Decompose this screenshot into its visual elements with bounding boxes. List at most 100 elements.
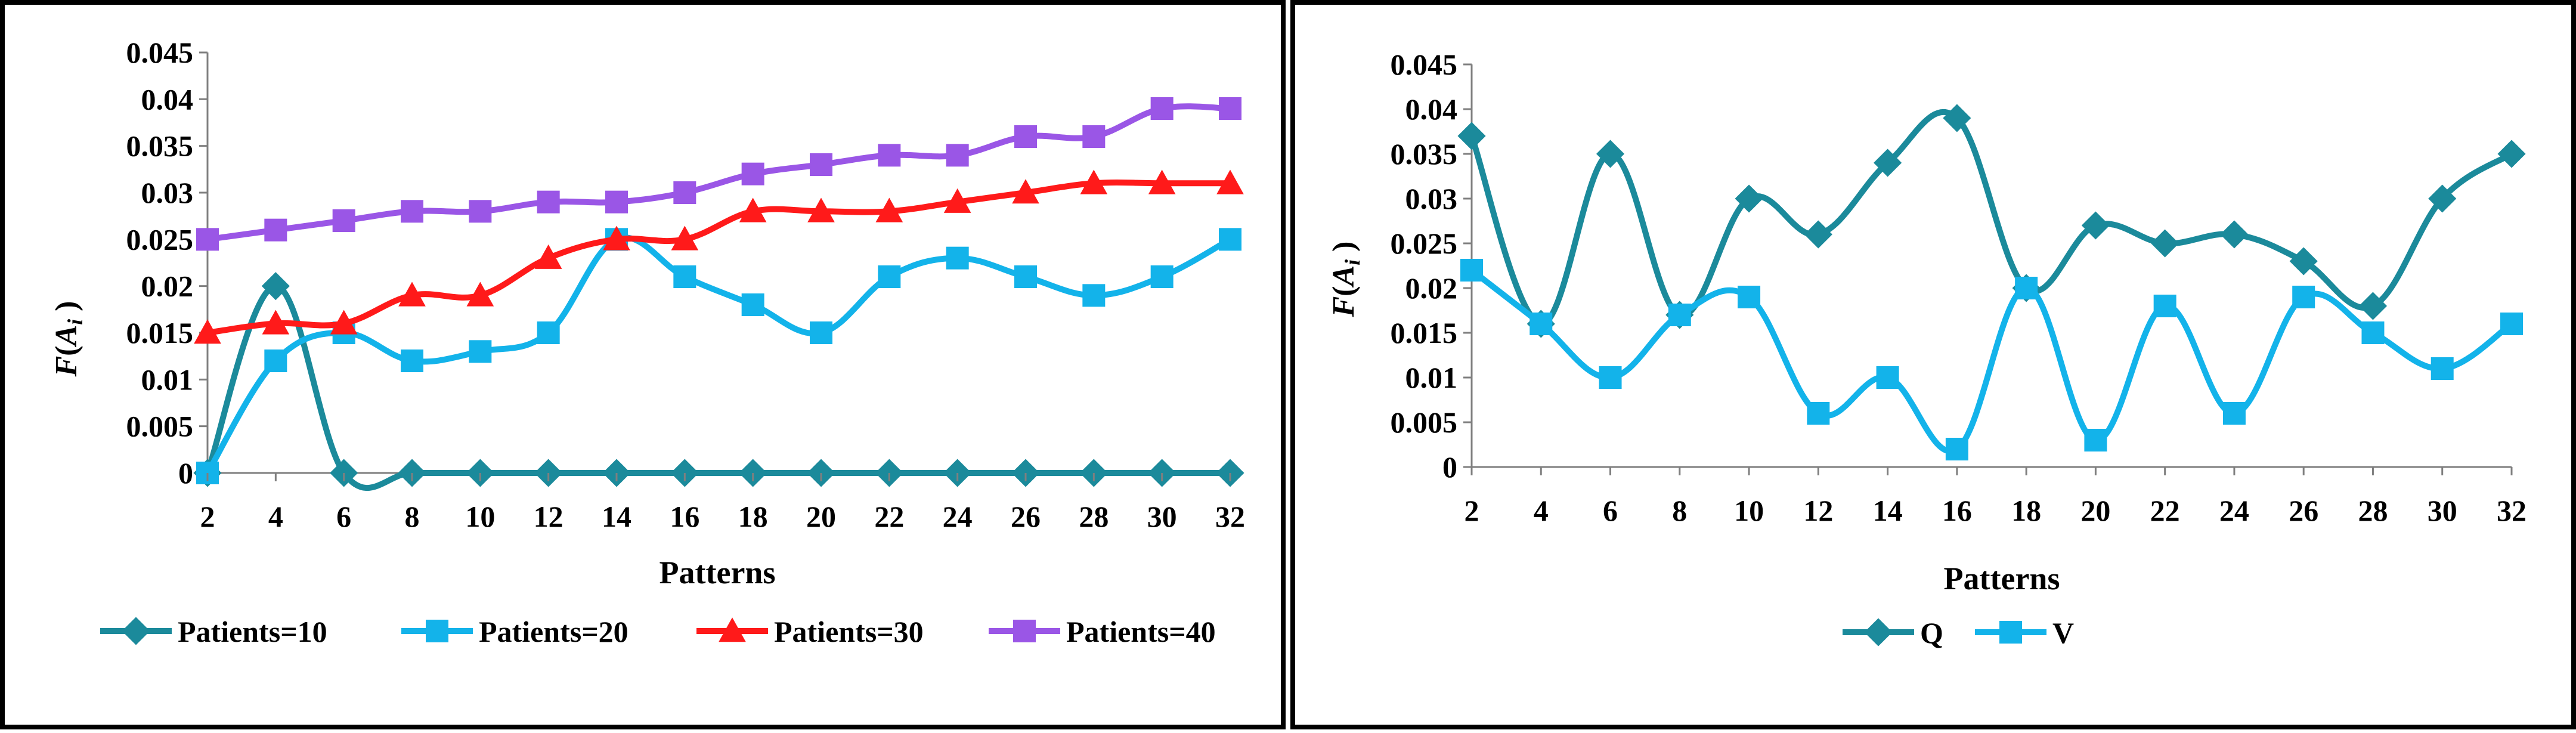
x-tick-label: 20 <box>2080 494 2110 527</box>
line-chart-q-v: 0 0.005 0.01 0.015 0.02 0.025 0.03 0.035 0.04 0.0… <box>1327 48 2527 650</box>
x-tick-label: 22 <box>874 500 904 533</box>
data-point <box>401 200 423 223</box>
legend-label: Patients=30 <box>774 615 924 648</box>
data-point <box>2153 295 2176 317</box>
x-tick-label: 18 <box>2011 494 2041 527</box>
x-tick-label: 12 <box>534 500 564 533</box>
x-tick-label: 6 <box>336 500 351 533</box>
y-axis-label: F(Ai ) <box>1327 241 1364 317</box>
data-point <box>2497 140 2526 168</box>
data-point <box>2081 211 2110 240</box>
data-point <box>810 153 832 176</box>
y-tick-label: 0.015 <box>126 316 194 350</box>
legend-label: Patients=40 <box>1066 615 1216 648</box>
y-tick-label: 0.02 <box>1405 271 1458 305</box>
data-point <box>1530 313 1553 335</box>
data-point <box>330 310 358 335</box>
legend-marker <box>719 617 746 642</box>
y-tick-label: 0.04 <box>1405 92 1458 126</box>
legend-label: V <box>2052 616 2074 650</box>
data-point <box>1874 149 1902 177</box>
data-point <box>2431 357 2454 380</box>
y-axis-label-f: F <box>49 356 83 378</box>
data-point <box>398 282 426 307</box>
data-point <box>1876 366 1899 389</box>
legend-marker <box>1999 621 2022 644</box>
x-tick-label: 14 <box>602 500 631 533</box>
data-point <box>878 144 901 167</box>
legend-marker <box>1864 618 1893 647</box>
y-axis-ticks: 0 0.005 0.01 0.015 0.02 0.025 0.03 0.035 0.04 0.0… <box>126 36 1230 490</box>
series-q <box>1457 104 2526 338</box>
data-point <box>1804 220 1832 249</box>
data-point <box>1735 184 1763 213</box>
y-tick-label: 0.015 <box>1391 316 1458 350</box>
y-tick-label: 0.025 <box>126 222 194 256</box>
data-point <box>264 350 287 372</box>
series-line <box>205 234 1233 476</box>
series-patients-30 <box>194 169 1244 344</box>
x-tick-label: 24 <box>943 500 973 533</box>
x-tick-label: 8 <box>405 500 420 533</box>
series-line <box>205 180 1233 336</box>
x-tick-label: 14 <box>1873 494 1903 527</box>
x-axis-label: Patterns <box>660 555 776 590</box>
data-point <box>671 225 699 250</box>
data-point <box>1148 169 1176 194</box>
x-axis-label: Patterns <box>1944 561 2060 596</box>
y-tick-label: 0.03 <box>1405 182 1458 215</box>
series-line <box>1469 109 2515 327</box>
data-point <box>741 293 764 316</box>
y-axis-label-a: A <box>49 325 83 348</box>
y-axis-label-sub: i <box>1340 259 1364 265</box>
data-point <box>537 190 560 214</box>
x-tick-label: 4 <box>1534 494 1549 527</box>
data-point <box>2292 286 2315 308</box>
data-point <box>1457 122 1486 150</box>
data-point <box>264 218 287 242</box>
y-tick-label: 0.045 <box>1391 48 1458 81</box>
chart-panel-left: 0 0.005 0.01 0.015 0.02 0.025 0.03 0.035 0.04 0.0… <box>0 0 1286 729</box>
series-patients-40 <box>196 97 1241 251</box>
y-tick-label: 0.025 <box>1391 227 1458 260</box>
y-axis-label-open: ( <box>1327 286 1361 296</box>
x-tick-label: 16 <box>1942 494 1972 527</box>
x-tick-label: 2 <box>200 500 215 533</box>
y-axis-ticks: 0 0.005 0.01 0.015 0.02 0.025 0.03 0.035 0.04 0.0… <box>1391 48 2512 484</box>
data-point <box>875 197 903 222</box>
x-tick-label: 6 <box>1603 494 1618 527</box>
series-lines <box>1457 104 2526 460</box>
y-tick-label: 0 <box>178 456 193 490</box>
data-point <box>1219 228 1241 251</box>
data-point <box>2220 220 2249 249</box>
y-axis-label-open: ( <box>49 346 83 356</box>
data-point <box>2015 277 2038 299</box>
data-point <box>1668 304 1691 326</box>
chart-panel-right: 0 0.005 0.01 0.015 0.02 0.025 0.03 0.035 0.04 0.0… <box>1290 0 2576 729</box>
data-point <box>1460 259 1483 282</box>
line-chart-patients: 0 0.005 0.01 0.015 0.02 0.025 0.03 0.035 0.04 0.0… <box>49 36 1245 648</box>
data-point <box>2151 229 2179 258</box>
data-point <box>1599 366 1622 389</box>
x-tick-label: 12 <box>1803 494 1833 527</box>
x-tick-label: 32 <box>2497 494 2527 527</box>
data-point <box>1945 438 1968 460</box>
y-tick-label: 0.035 <box>126 129 194 163</box>
legend-label: Patients=10 <box>178 615 327 648</box>
data-point <box>946 246 969 270</box>
data-point <box>196 228 219 251</box>
y-tick-label: 0.035 <box>1391 137 1458 171</box>
data-point <box>261 272 290 301</box>
y-tick-label: 0.02 <box>141 270 194 303</box>
data-point <box>1082 125 1106 148</box>
legend-marker <box>122 617 150 645</box>
data-point <box>739 197 767 222</box>
y-axis-label-sub: i <box>63 319 87 325</box>
x-tick-label: 32 <box>1215 500 1245 533</box>
data-point <box>1738 286 1761 308</box>
y-tick-label: 0.01 <box>141 363 194 396</box>
x-tick-label: 18 <box>738 500 768 533</box>
x-tick-label: 10 <box>465 500 495 533</box>
x-axis-ticks: 2 4 6 8 10 12 14 16 18 20 22 24 26 28 30 32 <box>200 473 1245 533</box>
